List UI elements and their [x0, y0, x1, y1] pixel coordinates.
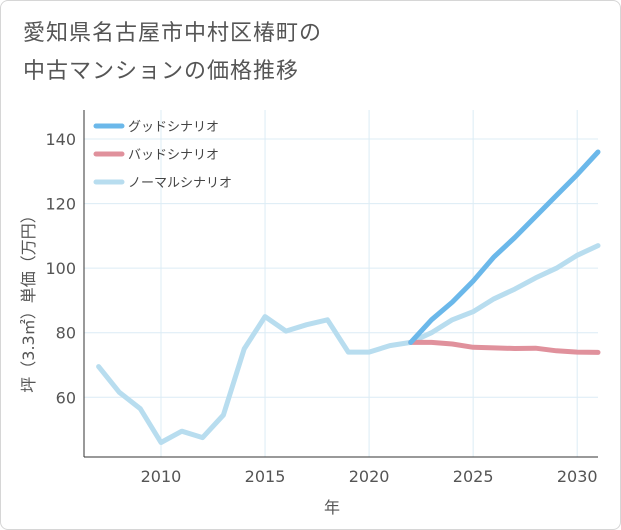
series-line-2 — [408, 339, 601, 355]
y-tick-label: 80 — [56, 324, 76, 343]
y-tick-label: 140 — [45, 130, 76, 149]
title-line-1: 愛知県名古屋市中村区椿町の — [23, 21, 323, 46]
x-axis-label: 年 — [324, 498, 340, 517]
legend-label: ノーマルシナリオ — [128, 176, 232, 191]
title-line-2: 中古マンションの価格推移 — [23, 59, 300, 84]
y-tick-label: 120 — [45, 195, 76, 214]
x-tick-label: 2010 — [141, 467, 182, 486]
y-tick-label: 60 — [56, 388, 76, 407]
x-tick-label: 2020 — [349, 467, 390, 486]
x-tick-label: 2015 — [245, 467, 286, 486]
series-line-3 — [96, 243, 601, 445]
series-line-1 — [408, 149, 601, 345]
x-tick-label: 2030 — [557, 467, 598, 486]
y-axis-label: 坪（3.3㎡）単価（万円） — [19, 207, 38, 392]
legend-label: バッドシナリオ — [128, 148, 219, 163]
y-tick-label: 100 — [45, 259, 76, 278]
legend-label: グッドシナリオ — [128, 120, 219, 135]
chart-title: 愛知県名古屋市中村区椿町の 中古マンションの価格推移 — [23, 15, 583, 91]
x-tick-label: 2025 — [453, 467, 494, 486]
